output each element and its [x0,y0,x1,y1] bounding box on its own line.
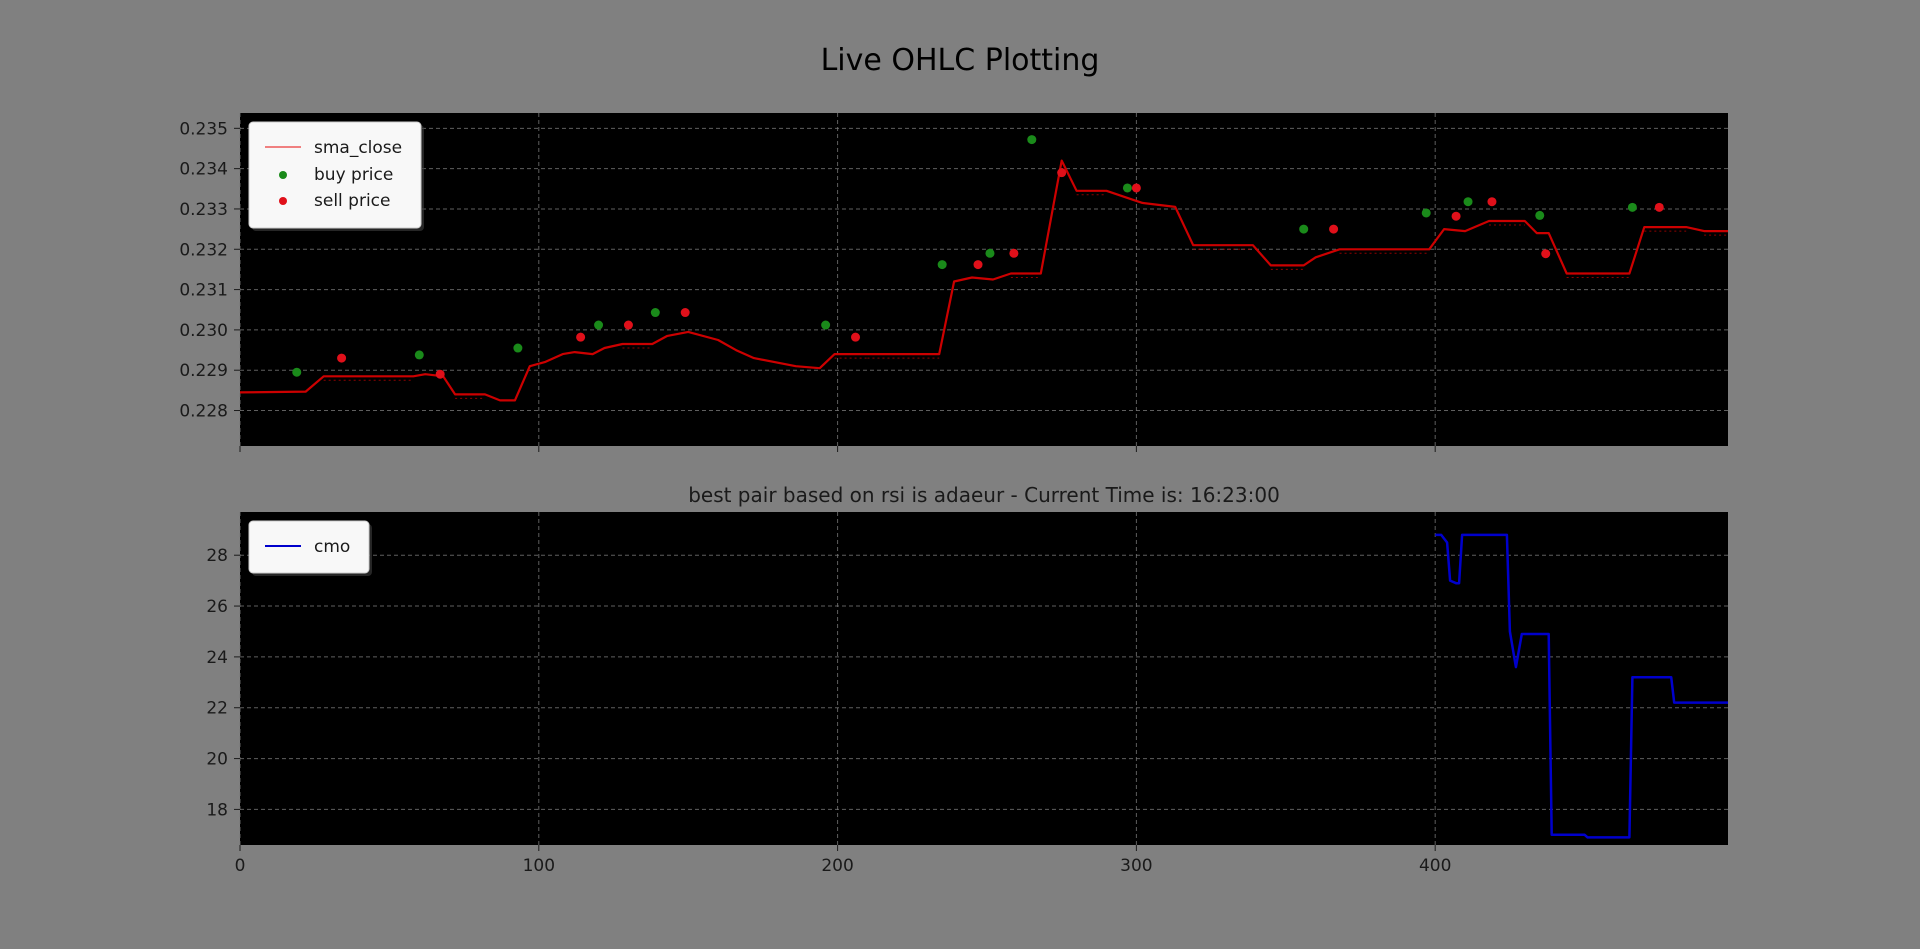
sell-price-point [337,353,347,363]
cmo-panel: 18 20 22 24 26 28 0 100 200 300 400 cmo [206,512,1728,876]
price-x-axis [239,446,1436,452]
legend-box [248,121,422,229]
y-tick-label: 0.232 [179,240,228,260]
sell-price-point [1487,197,1497,207]
buy-price-point [1299,224,1309,234]
buy-price-point [1122,183,1132,193]
buy-price-point [1463,197,1473,207]
legend-label-sell-price: sell price [314,191,390,211]
cmo-legend: cmo [248,520,372,576]
price-series [239,135,1728,402]
sell-price-point [1009,248,1019,258]
cmo-plot-area [240,512,1728,845]
sell-price-point [973,260,983,270]
sma-close-line [239,159,1728,402]
cmo-series [1435,533,1728,839]
legend-label-sma-close: sma_close [314,138,402,158]
buy-price-point [594,320,604,330]
legend-swatch-buy-price [279,171,287,179]
buy-price-point [513,343,523,353]
sell-price-point [1541,249,1551,259]
cmo-y-axis: 18 20 22 24 26 28 [206,546,240,820]
buy-price-point [937,260,947,270]
buy-price-point [1027,135,1037,145]
buy-price-point [821,320,831,330]
sell-price-point [1451,211,1461,221]
price-panel: 0.228 0.229 0.230 0.231 0.232 0.233 0.234 0.235… [179,113,1728,452]
x-tick-label: 100 [523,856,555,876]
legend-label-cmo: cmo [314,537,350,557]
sell-price-point [1654,202,1664,212]
y-tick-label: 20 [206,750,228,770]
price-grid [239,113,1728,446]
y-tick-label: 0.234 [179,160,228,180]
sell-price-point [576,332,586,342]
bottom-panel-title: best pair based on rsi is adaeur - Curre… [688,483,1280,507]
figure-title: Live OHLC Plotting [821,43,1100,78]
legend-label-buy-price: buy price [314,165,393,185]
cmo-x-axis: 0 100 200 300 400 [235,845,1451,876]
sell-price-point [1057,168,1067,178]
buy-price-point [1535,210,1545,220]
price-y-axis: 0.228 0.229 0.230 0.231 0.232 0.233 0.234 0.235 [179,119,240,422]
x-tick-label: 400 [1419,856,1451,876]
buy-price-point [1421,208,1431,218]
buy-price-point [1627,202,1637,212]
x-tick-label: 300 [1120,856,1152,876]
y-tick-label: 0.235 [179,119,228,139]
sell-price-point [851,332,861,342]
sell-price-point [435,369,445,379]
x-tick-label: 200 [821,856,853,876]
y-tick-label: 0.228 [179,402,228,422]
x-tick-label: 0 [235,856,246,876]
cmo-grid [239,512,1728,845]
sell-price-point [680,308,690,318]
buy-price-point [985,248,995,258]
sell-price-point [623,320,633,330]
buy-price-point [414,350,424,360]
y-tick-label: 22 [206,699,228,719]
y-tick-label: 24 [206,648,228,668]
y-tick-label: 0.231 [179,281,228,301]
buy-price-point [650,308,660,318]
sell-price-point [1131,183,1141,193]
y-tick-label: 28 [206,546,228,566]
y-tick-label: 18 [206,800,228,820]
sell-price-point [1329,224,1339,234]
legend-swatch-sell-price [279,197,287,205]
legend-box [248,520,370,574]
y-tick-label: 26 [206,597,228,617]
y-tick-label: 0.230 [179,321,228,341]
buy-price-point [292,367,302,377]
cmo-line [1435,533,1728,839]
y-tick-label: 0.233 [179,200,228,220]
price-legend: sma_close buy price sell price [248,121,424,231]
y-tick-label: 0.229 [179,361,228,381]
